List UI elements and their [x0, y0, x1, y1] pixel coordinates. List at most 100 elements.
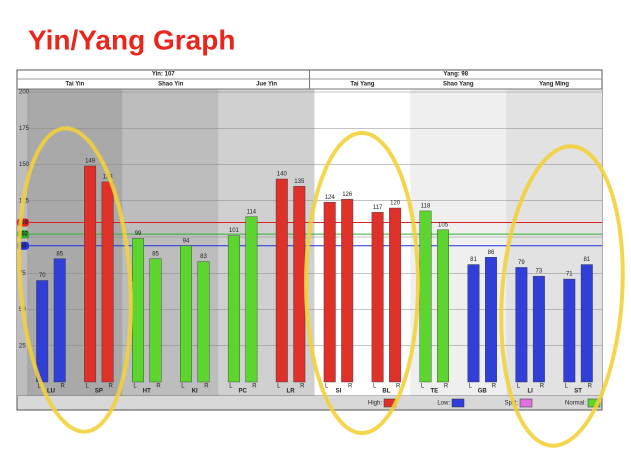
- channel-label: Tai Yin: [65, 82, 84, 88]
- y-tick-label: 75: [19, 271, 26, 277]
- side-label: R: [300, 384, 305, 390]
- side-label: R: [348, 384, 353, 390]
- bar: [101, 181, 114, 383]
- side-label: R: [444, 384, 449, 390]
- channel-label: Shao Yang: [443, 82, 474, 88]
- value-label: 73: [536, 269, 543, 275]
- highlight-ellipse: [17, 126, 133, 434]
- x-tick-label: PC: [238, 389, 247, 395]
- side-label: L: [373, 384, 377, 390]
- value-label: 79: [518, 260, 525, 266]
- bar: [419, 210, 432, 383]
- chart-title: Yin/Yang Graph: [28, 24, 235, 55]
- highlight-ellipse: [499, 144, 625, 448]
- side-label: R: [396, 384, 401, 390]
- bar: [532, 275, 545, 383]
- bar: [323, 201, 336, 383]
- side-label: L: [38, 384, 42, 390]
- bar: [227, 235, 240, 383]
- bar: [275, 178, 288, 383]
- side-label: L: [277, 384, 281, 390]
- group-label: Yin: 107: [152, 72, 175, 78]
- value-label: 105: [438, 222, 449, 228]
- side-label: L: [181, 384, 185, 390]
- value-label: 124: [325, 195, 336, 201]
- bar: [53, 258, 66, 383]
- side-label: L: [229, 384, 233, 390]
- side-label: R: [588, 384, 593, 390]
- channel-label: Shao Yin: [158, 82, 184, 88]
- bar: [515, 267, 528, 383]
- bar: [36, 280, 49, 383]
- legend-label: High:: [368, 401, 382, 407]
- value-label: 118: [421, 203, 431, 209]
- value-label: 149: [85, 159, 96, 165]
- bar: [580, 264, 593, 383]
- value-label: 99: [135, 231, 142, 237]
- side-label: L: [133, 384, 137, 390]
- value-label: 101: [229, 228, 240, 234]
- side-label: R: [492, 384, 497, 390]
- side-label: R: [204, 384, 209, 390]
- bar: [341, 199, 354, 383]
- side-label: L: [517, 384, 521, 390]
- y-tick-label: 175: [19, 126, 30, 132]
- value-label: 85: [152, 251, 159, 257]
- reference-label: 110: [18, 220, 28, 226]
- x-tick-label: KI: [192, 389, 198, 395]
- bar: [245, 216, 258, 383]
- side-label: L: [565, 384, 569, 390]
- reference-label: 94: [20, 243, 27, 249]
- y-tick-label: 200: [19, 90, 30, 96]
- value-label: 83: [200, 254, 207, 260]
- legend-label: Low:: [437, 401, 450, 407]
- side-label: R: [156, 384, 161, 390]
- bar: [485, 257, 497, 383]
- x-tick-label: SI: [336, 389, 342, 395]
- bar: [389, 207, 402, 383]
- value-label: 71: [566, 272, 573, 278]
- x-tick-label: GB: [478, 389, 488, 395]
- x-tick-label: SP: [95, 389, 103, 395]
- value-label: 135: [294, 179, 305, 185]
- value-label: 120: [390, 201, 401, 207]
- bar: [467, 264, 480, 383]
- y-tick-label: 150: [19, 162, 30, 168]
- legend-label: Split:: [505, 401, 519, 407]
- plot: Tai Yin Shao Yin Jue Yin Tai Yang Shao Yang Y…: [17, 70, 602, 410]
- legend-swatch: [519, 398, 533, 408]
- side-label: L: [421, 384, 425, 390]
- legend-swatch: [451, 398, 465, 408]
- x-tick-label: HT: [143, 389, 151, 395]
- value-label: 85: [56, 251, 63, 257]
- x-tick-label: BL: [382, 389, 390, 395]
- reference-label: 102: [18, 232, 29, 238]
- y-tick-label: 25: [19, 343, 26, 349]
- bar: [180, 245, 192, 383]
- side-label: R: [540, 384, 545, 390]
- legend-label: Normal:: [565, 401, 586, 407]
- value-label: 126: [342, 192, 353, 198]
- value-label: 70: [39, 273, 46, 279]
- x-tick-label: LI: [527, 389, 533, 395]
- bar: [293, 186, 306, 383]
- bar: [84, 165, 97, 383]
- side-label: R: [252, 384, 257, 390]
- value-label: 117: [373, 205, 383, 211]
- bar: [149, 258, 162, 383]
- value-label: 94: [183, 238, 190, 244]
- annotations: [17, 126, 625, 448]
- bar: [437, 229, 449, 383]
- value-label: 86: [488, 250, 495, 256]
- bar: [563, 278, 576, 383]
- channel-label: Yang Ming: [539, 82, 569, 88]
- bar: [197, 261, 210, 383]
- x-tick-label: ST: [574, 389, 582, 395]
- side-label: R: [61, 384, 66, 390]
- x-tick-label: TE: [430, 389, 438, 395]
- highlight-ellipse: [304, 131, 420, 435]
- side-label: R: [108, 384, 113, 390]
- side-label: L: [469, 384, 473, 390]
- channel-label: Tai Yang: [350, 82, 374, 88]
